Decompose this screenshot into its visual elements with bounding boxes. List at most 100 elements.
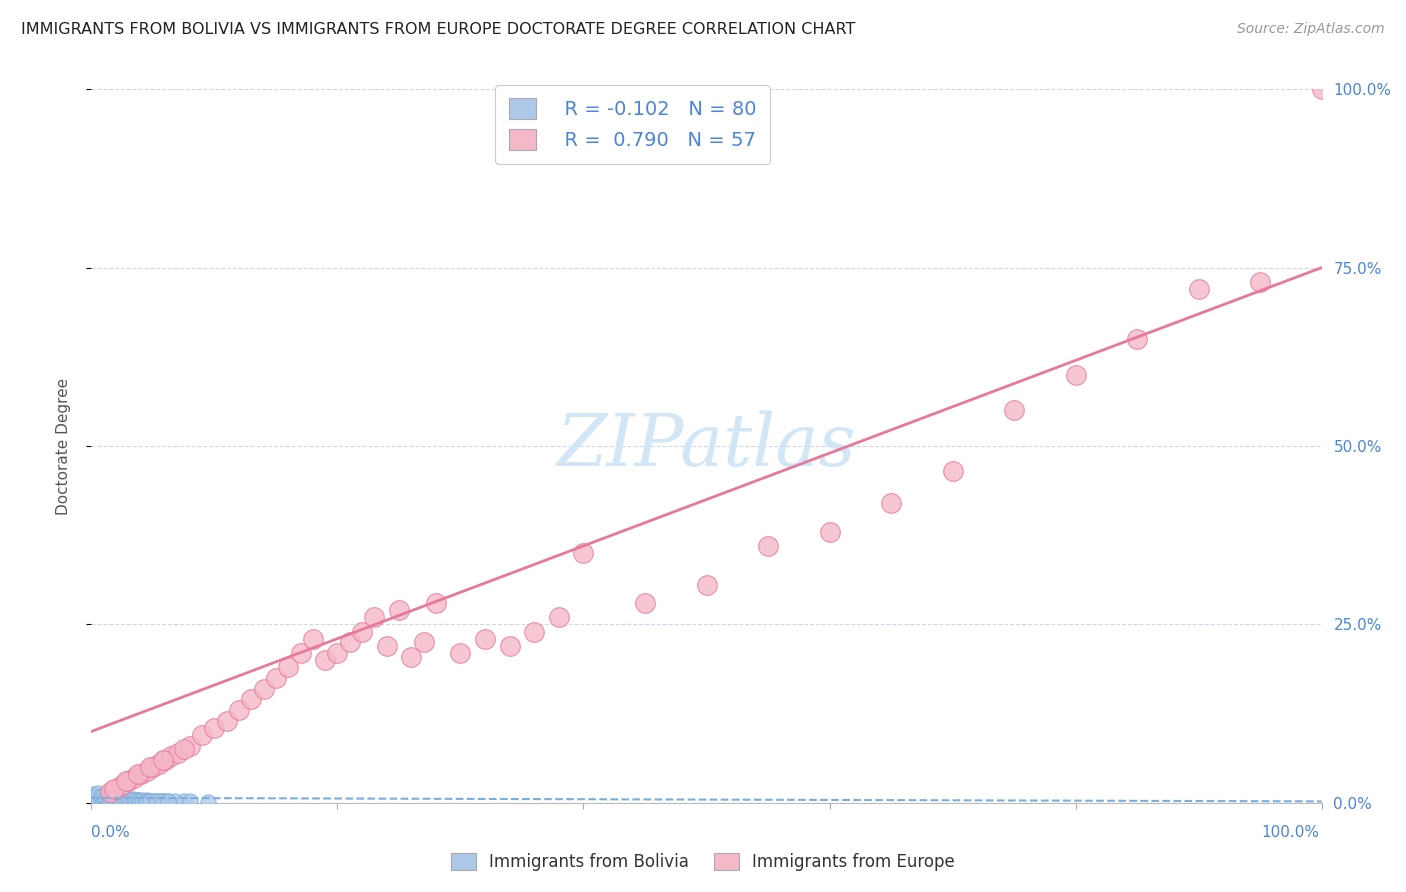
Point: [191, 728, 214, 742]
Point: [94, 790, 117, 805]
Point: [375, 639, 398, 653]
Point: [148, 794, 170, 808]
Point: [103, 781, 125, 796]
Point: [98, 792, 121, 806]
Point: [135, 793, 157, 807]
Point: [114, 793, 136, 807]
Point: [1249, 275, 1271, 289]
Point: [818, 524, 841, 539]
Point: [114, 792, 136, 806]
Point: [695, 578, 717, 592]
Legend: Immigrants from Bolivia, Immigrants from Europe: Immigrants from Bolivia, Immigrants from…: [443, 845, 963, 880]
Point: [124, 771, 146, 785]
Point: [136, 794, 159, 808]
Point: [301, 632, 323, 646]
Point: [127, 793, 149, 807]
Point: [173, 742, 195, 756]
Point: [134, 794, 156, 808]
Point: [142, 794, 165, 808]
Point: [290, 646, 312, 660]
Point: [103, 791, 125, 805]
Point: [153, 753, 177, 767]
Point: [110, 791, 132, 805]
Point: [97, 789, 120, 804]
Point: [100, 792, 122, 806]
Point: [100, 790, 122, 805]
Point: [363, 610, 385, 624]
Point: [121, 792, 143, 806]
Point: [86, 791, 108, 805]
Point: [173, 794, 195, 808]
Point: [96, 791, 117, 805]
Point: [120, 793, 142, 807]
Point: [240, 692, 263, 706]
Point: [89, 794, 111, 808]
Point: [107, 790, 129, 805]
Point: [83, 790, 105, 805]
Point: [253, 681, 276, 696]
Point: [166, 746, 188, 760]
Y-axis label: Doctorate Degree: Doctorate Degree: [56, 377, 70, 515]
Point: [352, 624, 374, 639]
Point: [93, 790, 115, 805]
Point: [104, 791, 127, 805]
Legend:   R = -0.102   N = 80,   R =  0.790   N = 57: R = -0.102 N = 80, R = 0.790 N = 57: [495, 85, 770, 164]
Point: [124, 794, 148, 808]
Point: [388, 603, 411, 617]
Point: [117, 792, 139, 806]
Point: [880, 496, 903, 510]
Point: [115, 792, 138, 806]
Point: [91, 789, 114, 804]
Point: [134, 794, 156, 808]
Point: [129, 767, 152, 781]
Point: [111, 778, 134, 792]
Point: [105, 792, 127, 806]
Text: Source: ZipAtlas.com: Source: ZipAtlas.com: [1237, 22, 1385, 37]
Point: [634, 596, 657, 610]
Point: [153, 794, 177, 808]
Point: [179, 794, 201, 808]
Point: [314, 653, 336, 667]
Point: [572, 546, 595, 560]
Point: [523, 624, 546, 639]
Point: [163, 794, 186, 808]
Point: [1310, 82, 1333, 96]
Point: [135, 764, 157, 778]
Point: [449, 646, 471, 660]
Point: [326, 646, 349, 660]
Point: [127, 793, 149, 807]
Point: [277, 660, 299, 674]
Point: [124, 793, 146, 807]
Point: [96, 793, 118, 807]
Point: [90, 790, 112, 805]
Point: [86, 791, 108, 805]
Text: IMMIGRANTS FROM BOLIVIA VS IMMIGRANTS FROM EUROPE DOCTORATE DEGREE CORRELATION C: IMMIGRANTS FROM BOLIVIA VS IMMIGRANTS FR…: [21, 22, 855, 37]
Point: [498, 639, 520, 653]
Text: 0.0%: 0.0%: [91, 825, 131, 839]
Point: [87, 786, 110, 800]
Point: [474, 632, 496, 646]
Point: [122, 793, 145, 807]
Point: [145, 794, 166, 808]
Point: [399, 649, 422, 664]
Point: [82, 787, 104, 801]
Point: [84, 793, 107, 807]
Point: [129, 794, 152, 808]
Point: [139, 760, 162, 774]
Point: [111, 794, 134, 808]
Point: [91, 792, 114, 806]
Point: [131, 793, 153, 807]
Point: [1002, 403, 1025, 417]
Point: [111, 792, 134, 806]
Point: [139, 794, 162, 808]
Point: [105, 781, 127, 796]
Point: [157, 794, 180, 808]
Point: [1064, 368, 1087, 382]
Point: [107, 793, 129, 807]
Point: [150, 794, 173, 808]
Point: [197, 795, 219, 809]
Point: [150, 794, 173, 808]
Point: [412, 635, 434, 649]
Point: [105, 793, 128, 807]
Point: [117, 792, 139, 806]
